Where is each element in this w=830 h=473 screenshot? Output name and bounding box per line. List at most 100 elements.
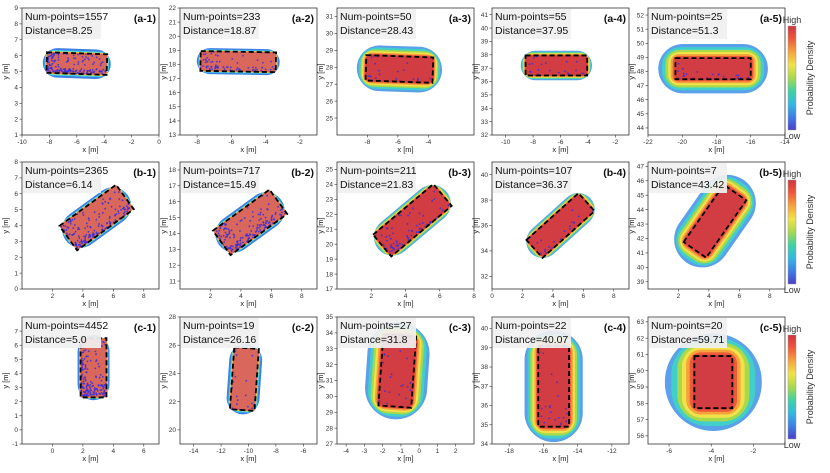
lidar-point [76,246,78,249]
x-axis-label: x [m] [552,454,568,463]
lidar-point [95,360,97,363]
num-points-label: Num-points=107 [495,165,572,177]
x-tick-label: -4 [425,139,431,146]
y-tick-label: 16 [169,199,177,206]
y-tick-label: 15 [169,104,177,111]
lidar-point [236,403,238,406]
y-tick-label: 23 [326,197,334,204]
y-tick-label: 11 [169,278,176,285]
lidar-point [89,387,92,390]
lidar-point [122,212,125,215]
num-points-label: Num-points=19 [183,320,255,332]
lidar-point [89,225,92,228]
y-tick-label: 2 [14,254,18,261]
lidar-point [531,62,534,65]
lidar-point [368,74,371,77]
lidar-point [681,67,684,70]
lidar-point [398,393,401,396]
lidar-point [227,233,229,236]
lidar-point [89,235,92,238]
lidar-point [235,68,238,71]
y-tick-label: 57 [637,417,645,424]
lidar-point [226,235,229,238]
lidar-point [217,67,220,69]
colorbar-high-label: High [783,15,802,25]
lidar-point [68,233,71,236]
lidar-point [231,57,234,60]
lidar-point [84,349,87,351]
x-tick-label: -10 [244,448,254,455]
lidar-point [92,384,95,387]
lidar-point [266,208,269,211]
lidar-point [80,389,83,392]
y-tick-label: 33 [481,119,489,126]
lidar-point [72,54,75,57]
y-tick-label: 20 [169,33,177,40]
density-group [658,43,768,94]
lidar-point [254,230,257,233]
bounding-box [524,54,589,77]
lidar-point [202,58,205,61]
lidar-point [558,71,560,74]
y-tick-label: 28 [326,425,334,432]
lidar-point [431,200,434,202]
lidar-point [68,68,71,71]
y-tick-label: 63 [637,319,645,326]
info-box [181,9,259,39]
y-tick-label: 46 [637,178,645,185]
y-tick-label: 39 [637,279,645,286]
lidar-point [230,244,233,247]
lidar-point [540,252,542,255]
lidar-point [62,71,65,73]
lidar-point [82,380,85,383]
y-tick-label: 18 [326,271,334,278]
y-tick-label: 21 [169,19,177,26]
lidar-point [252,233,254,236]
lidar-point [256,59,259,62]
lidar-point [252,225,255,228]
lidar-point [374,62,376,65]
lidar-point [406,62,409,65]
lidar-point [257,230,260,233]
lidar-point [425,223,428,226]
info-box [23,318,101,348]
num-points-label: Num-points=1557 [25,11,108,23]
density-contour [528,194,593,257]
lidar-point [93,61,96,64]
y-tick-label: 8 [14,159,18,166]
y-tick-label: 7 [14,328,18,335]
lidar-point [120,208,122,211]
lidar-point [239,68,241,71]
x-axis-label: x [m] [552,299,568,308]
lidar-point [78,241,81,244]
distance-label: Distance=21.83 [340,179,413,191]
lidar-point [84,379,87,382]
x-tick-label: 4 [404,293,408,300]
x-tick-label: 6 [438,293,442,300]
x-tick-label: -6 [74,139,80,146]
lidar-point [71,219,74,221]
x-tick-label: 8 [300,293,304,300]
chart-panel-b-2: 2 4 6 8 11 12 13 14 15 16 17 18 x [m] y [m] Num-points… [159,161,318,308]
y-tick-label: 38 [481,364,489,371]
lidar-point [245,379,248,382]
lidar-point [415,231,418,234]
panel-id: (b-1) [133,167,156,179]
lidar-point [252,215,254,218]
lidar-point [252,66,254,69]
lidar-point [52,53,55,56]
lidar-point [88,233,91,236]
lidar-point [378,399,381,402]
y-axis-label: y [m] [627,372,636,388]
lidar-point [93,387,96,389]
lidar-point [220,235,223,238]
lidar-point [229,66,232,69]
lidar-point [543,421,546,424]
lidar-point [248,225,251,228]
y-tick-label: 0 [14,286,18,293]
lidar-point [224,223,227,226]
y-tick-label: 3 [14,239,18,246]
y-tick-label: 56 [637,433,645,440]
lidar-point [388,391,391,394]
lidar-point [225,245,228,248]
